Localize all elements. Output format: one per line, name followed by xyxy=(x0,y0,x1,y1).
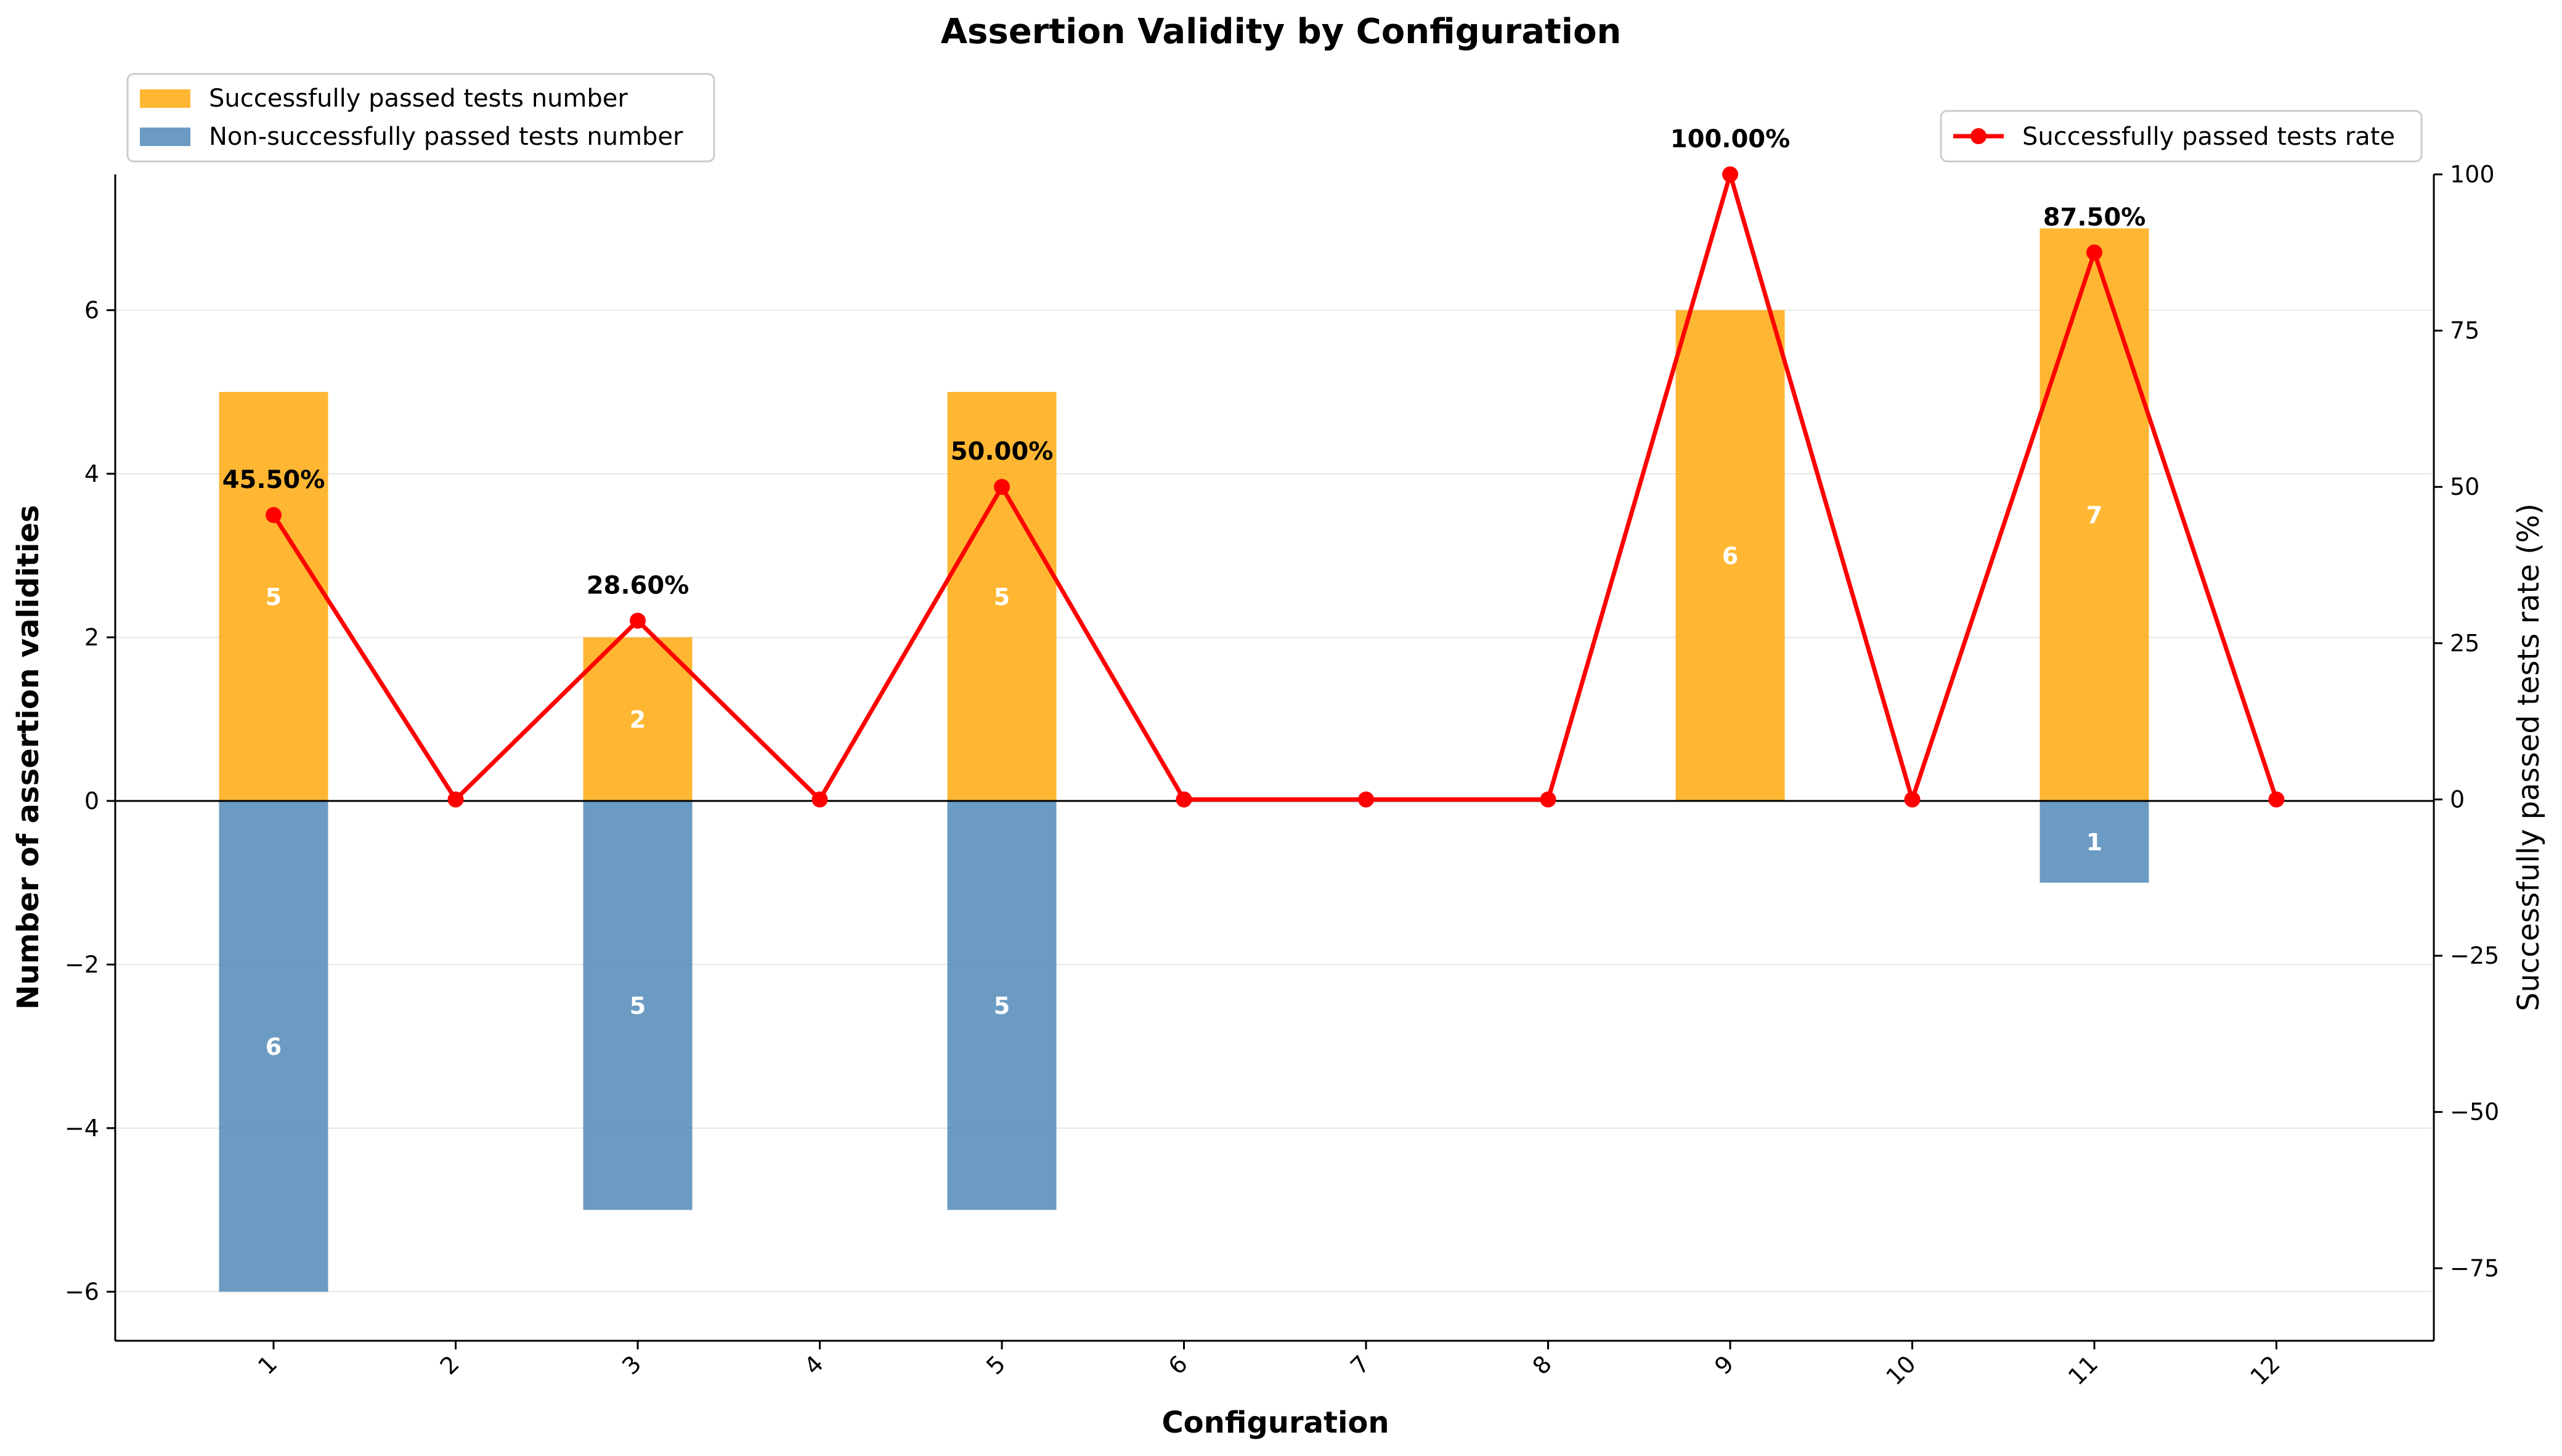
y-tick-label: −2 xyxy=(65,951,99,978)
bar-success xyxy=(1675,310,1785,801)
chart-title: Assertion Validity by Configuration xyxy=(941,12,1622,52)
y2-tick-label: 50 xyxy=(2450,473,2479,500)
y2-tick-label: −50 xyxy=(2450,1099,2499,1126)
bar-failure xyxy=(947,800,1057,1210)
rate-data-label: 100.00% xyxy=(1670,125,1790,153)
legend-bars: Successfully passed tests number Non-suc… xyxy=(126,73,715,163)
rate-point xyxy=(1358,791,1374,808)
right-axis-ticks: 100 75 50 25 0 −25 −50 −75 xyxy=(2434,161,2499,1282)
x-axis-title: Configuration xyxy=(1161,1405,1389,1440)
legend-label-rate: Successfully passed tests rate xyxy=(2022,123,2395,151)
bar-success xyxy=(2039,228,2149,801)
rate-point xyxy=(1176,791,1192,808)
legend-swatch-rate-marker xyxy=(1970,128,1987,144)
bar-label-failure: 6 xyxy=(266,1033,282,1060)
legend-swatch-success xyxy=(140,89,190,108)
y-axis-title: Number of assertion validities xyxy=(11,505,46,1009)
bar-label-success: 2 xyxy=(630,706,646,733)
legend-line-frame xyxy=(1940,110,2423,163)
rate-point xyxy=(447,791,464,808)
rate-data-label: 87.50% xyxy=(2043,203,2146,232)
bar-failure xyxy=(583,800,693,1210)
bar-label-failure: 5 xyxy=(994,993,1010,1020)
bar-label-success: 6 xyxy=(1722,543,1738,570)
bar-label-success: 5 xyxy=(994,584,1010,611)
rate-point xyxy=(1722,166,1738,182)
y-tick-label: 4 xyxy=(84,460,99,487)
rate-point xyxy=(811,791,828,808)
bar-label-failure: 5 xyxy=(630,993,646,1020)
bar-failure xyxy=(219,800,328,1292)
bar-failure xyxy=(2039,800,2149,883)
bar-label-success: 5 xyxy=(266,584,282,611)
y2-tick-label: 100 xyxy=(2450,161,2495,188)
legend-swatch-failure xyxy=(140,128,190,146)
bars xyxy=(219,228,2149,1292)
y-tick-label: 6 xyxy=(84,296,99,323)
bar-label-failure: 1 xyxy=(2086,829,2102,856)
bar-label-success: 7 xyxy=(2086,502,2102,529)
y2-tick-label: 0 xyxy=(2450,786,2465,813)
rate-line xyxy=(272,172,2279,802)
y2-axis-title: Successfully passed tests rate (%) xyxy=(2511,503,2546,1011)
y2-tick-label: 75 xyxy=(2450,317,2479,344)
rate-point xyxy=(630,612,646,629)
rate-point xyxy=(1540,791,1556,808)
rate-point xyxy=(2268,791,2285,808)
left-axis-ticks: 6 4 2 0 −2 −4 −6 xyxy=(65,296,115,1305)
rate-point xyxy=(994,479,1010,495)
y-tick-label: −4 xyxy=(65,1115,99,1142)
y2-tick-label: 25 xyxy=(2450,630,2479,657)
legend-line: Successfully passed tests rate xyxy=(1940,110,2423,163)
y-tick-label: −6 xyxy=(65,1278,99,1305)
rate-data-label: 50.00% xyxy=(951,437,1054,466)
bar-success xyxy=(219,392,328,801)
rate-data-label: 45.50% xyxy=(222,466,325,494)
y2-tick-label: −25 xyxy=(2450,942,2499,969)
bar-success xyxy=(583,637,693,801)
legend-label-failure: Non-successfully passed tests number xyxy=(209,123,683,151)
rate-point xyxy=(2086,244,2102,261)
rate-line-series: 45.50% 28.60% 50.00% 100.00% 87.50% xyxy=(222,125,2285,808)
y2-tick-label: −75 xyxy=(2450,1255,2499,1282)
legend-label-success: Successfully passed tests number xyxy=(209,84,628,113)
bar-success xyxy=(947,392,1057,801)
rate-point xyxy=(1904,791,1921,808)
rate-point xyxy=(266,506,282,523)
y-tick-label: 2 xyxy=(84,624,99,651)
legend-bars-frame xyxy=(126,73,715,163)
y-tick-label: 0 xyxy=(84,787,99,815)
rate-data-label: 28.60% xyxy=(587,571,689,600)
bar-labels: 5 2 5 6 7 6 5 5 1 xyxy=(266,502,2102,1060)
